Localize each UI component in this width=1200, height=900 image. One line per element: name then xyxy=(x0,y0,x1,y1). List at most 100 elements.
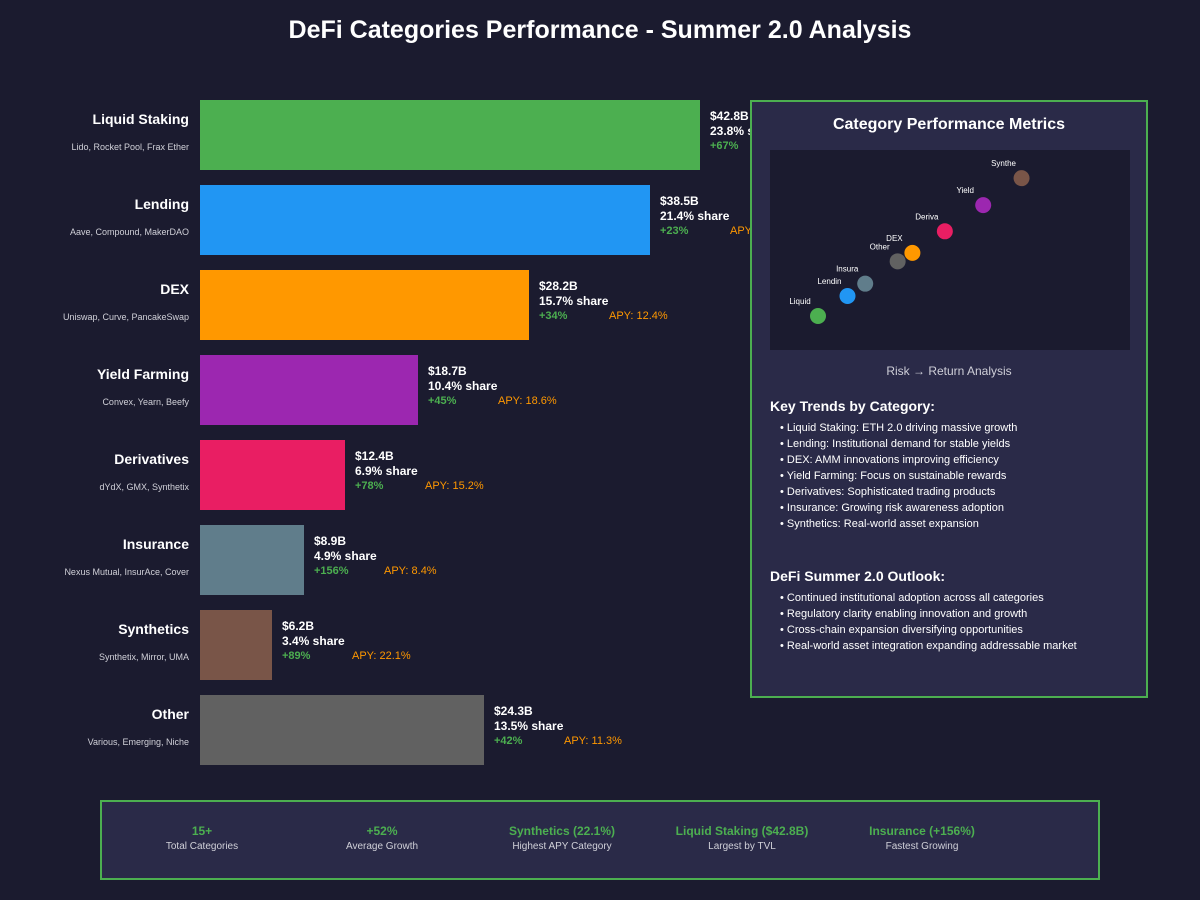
growth-label: +23% xyxy=(660,225,689,237)
category-name: Liquid Staking xyxy=(92,111,189,127)
growth-label: +78% xyxy=(355,480,384,492)
trend-item: • Synthetics: Real-world asset expansion xyxy=(780,518,979,530)
share-label: 15.7% share xyxy=(539,294,609,308)
trends-list: • Liquid Staking: ETH 2.0 driving massiv… xyxy=(780,420,1017,532)
share-label: 21.4% share xyxy=(660,209,730,223)
stat-label: Total Categories xyxy=(165,841,239,852)
share-label: 23.8% share xyxy=(710,124,760,138)
tvl-label: $38.5B xyxy=(660,194,699,208)
bar-row: Lending Aave, Compound, MakerDAO $38.5B 21.… xyxy=(0,185,760,255)
growth-label: +45% xyxy=(428,395,457,407)
scatter-point-label: Deriva xyxy=(915,212,939,221)
trend-item: • DEX: AMM innovations improving efficie… xyxy=(780,454,999,466)
metrics-panel: Category Performance Metrics Liquid Lendi… xyxy=(750,100,1148,698)
stat-label: Fastest Growing xyxy=(885,841,959,852)
growth-label: +42% xyxy=(494,735,523,747)
trend-item: • Derivatives: Sophisticated trading pro… xyxy=(780,486,996,498)
scatter-point-label: Yield xyxy=(956,186,974,195)
apy-label: APY: 22.1% xyxy=(352,650,411,662)
stat-item: Synthetics (22.1%) Highest APY Category xyxy=(472,824,652,852)
category-protocols: Nexus Mutual, InsurAce, Cover xyxy=(64,567,189,577)
category-name: Insurance xyxy=(122,536,189,552)
bar-chart: Liquid Staking Lido, Rocket Pool, Frax Et… xyxy=(0,100,760,765)
growth-label: +67% xyxy=(710,140,739,152)
scatter-point-label: Liquid xyxy=(789,297,810,306)
category-protocols: Various, Emerging, Niche xyxy=(87,737,189,747)
outlook-item: • Cross-chain expansion diversifying opp… xyxy=(780,624,1023,636)
scatter-caption: Risk → Return Analysis xyxy=(886,364,1012,378)
scatter-point xyxy=(904,244,921,261)
apy-label: APY: 12.4% xyxy=(609,310,668,322)
scatter-point-label: Lendin xyxy=(817,277,841,286)
scatter-point-label: DEX xyxy=(886,234,903,243)
trend-item: • Lending: Institutional demand for stab… xyxy=(780,438,1011,450)
apy-label: APY: 18.6% xyxy=(498,395,557,407)
scatter-point-label: Other xyxy=(870,242,890,251)
scatter-point xyxy=(857,275,874,292)
share-label: 3.4% share xyxy=(282,634,345,648)
apy-label: APY: 15.2% xyxy=(425,480,484,492)
tvl-bar xyxy=(200,355,418,425)
category-name: Synthetics xyxy=(118,621,189,637)
bar-row: Liquid Staking Lido, Rocket Pool, Frax Et… xyxy=(0,100,760,170)
stat-value: +52% xyxy=(366,824,398,838)
stat-value: 15+ xyxy=(191,824,213,838)
share-label: 13.5% share xyxy=(494,719,564,733)
scatter-point xyxy=(839,287,856,304)
category-protocols: Uniswap, Curve, PancakeSwap xyxy=(62,312,189,322)
tvl-label: $42.8B xyxy=(710,109,749,123)
growth-label: +156% xyxy=(314,565,349,577)
category-name: Other xyxy=(151,706,189,722)
scatter-point xyxy=(1013,170,1030,187)
share-label: 6.9% share xyxy=(355,464,418,478)
stat-item: Liquid Staking ($42.8B) Largest by TVL xyxy=(652,824,832,852)
stat-item: Insurance (+156%) Fastest Growing xyxy=(832,824,1012,852)
bar-row: Insurance Nexus Mutual, InsurAce, Cover $8… xyxy=(0,525,760,595)
apy-label: APY: 8.4% xyxy=(384,565,437,577)
category-name: Yield Farming xyxy=(96,366,189,382)
summary-stats: 15+ Total Categories +52% Average Growth Syn… xyxy=(100,800,1100,880)
outlook-item: • Continued institutional adoption acros… xyxy=(780,592,1044,604)
tvl-label: $18.7B xyxy=(428,364,467,378)
outlook-item: • Real-world asset integration expanding… xyxy=(780,640,1077,652)
stat-label: Average Growth xyxy=(345,841,419,852)
tvl-bar xyxy=(200,270,529,340)
scatter-point xyxy=(936,223,953,240)
category-protocols: Aave, Compound, MakerDAO xyxy=(69,227,189,237)
tvl-bar xyxy=(200,440,345,510)
stat-value: Liquid Staking ($42.8B) xyxy=(675,824,809,838)
tvl-bar xyxy=(200,185,650,255)
bar-row: Other Various, Emerging, Niche $24.3B 13.5%… xyxy=(0,695,760,765)
category-name: Derivatives xyxy=(114,451,189,467)
trend-item: • Liquid Staking: ETH 2.0 driving massiv… xyxy=(780,422,1018,434)
trend-item: • Insurance: Growing risk awareness adop… xyxy=(780,502,1004,514)
tvl-label: $8.9B xyxy=(314,534,347,548)
category-name: DEX xyxy=(160,281,189,297)
outlook-item: • Regulatory clarity enabling innovation… xyxy=(780,608,1028,620)
stat-value: Insurance (+156%) xyxy=(869,824,975,838)
category-protocols: Convex, Yearn, Beefy xyxy=(102,397,189,407)
category-protocols: Lido, Rocket Pool, Frax Ether xyxy=(71,142,189,152)
growth-label: +34% xyxy=(539,310,568,322)
stat-label: Largest by TVL xyxy=(708,841,776,852)
trends-title: Key Trends by Category: xyxy=(770,398,935,414)
chart-title: DeFi Categories Performance - Summer 2.0… xyxy=(288,16,912,44)
bar-row: Yield Farming Convex, Yearn, Beefy $18.7B 1… xyxy=(0,355,760,425)
panel-title: Category Performance Metrics xyxy=(832,116,1066,133)
category-protocols: dYdX, GMX, Synthetix xyxy=(99,482,189,492)
bar-row: Synthetics Synthetix, Mirror, UMA $6.2B 3.4… xyxy=(0,610,760,680)
tvl-bar xyxy=(200,525,304,595)
stat-item: +52% Average Growth xyxy=(292,824,472,852)
tvl-label: $12.4B xyxy=(355,449,394,463)
scatter-point xyxy=(889,253,906,270)
tvl-label: $24.3B xyxy=(494,704,533,718)
tvl-bar xyxy=(200,695,484,765)
scatter-point-label: Insura xyxy=(836,265,859,274)
stat-item: 15+ Total Categories xyxy=(112,824,292,852)
apy-label: APY: 11.3% xyxy=(564,735,622,747)
bar-row: Derivatives dYdX, GMX, Synthetix $12.4B 6.9… xyxy=(0,440,760,510)
outlook-list: • Continued institutional adoption acros… xyxy=(780,590,1077,654)
bar-row: DEX Uniswap, Curve, PancakeSwap $28.2B 15.7… xyxy=(0,270,760,340)
stat-value: Synthetics (22.1%) xyxy=(508,824,616,838)
